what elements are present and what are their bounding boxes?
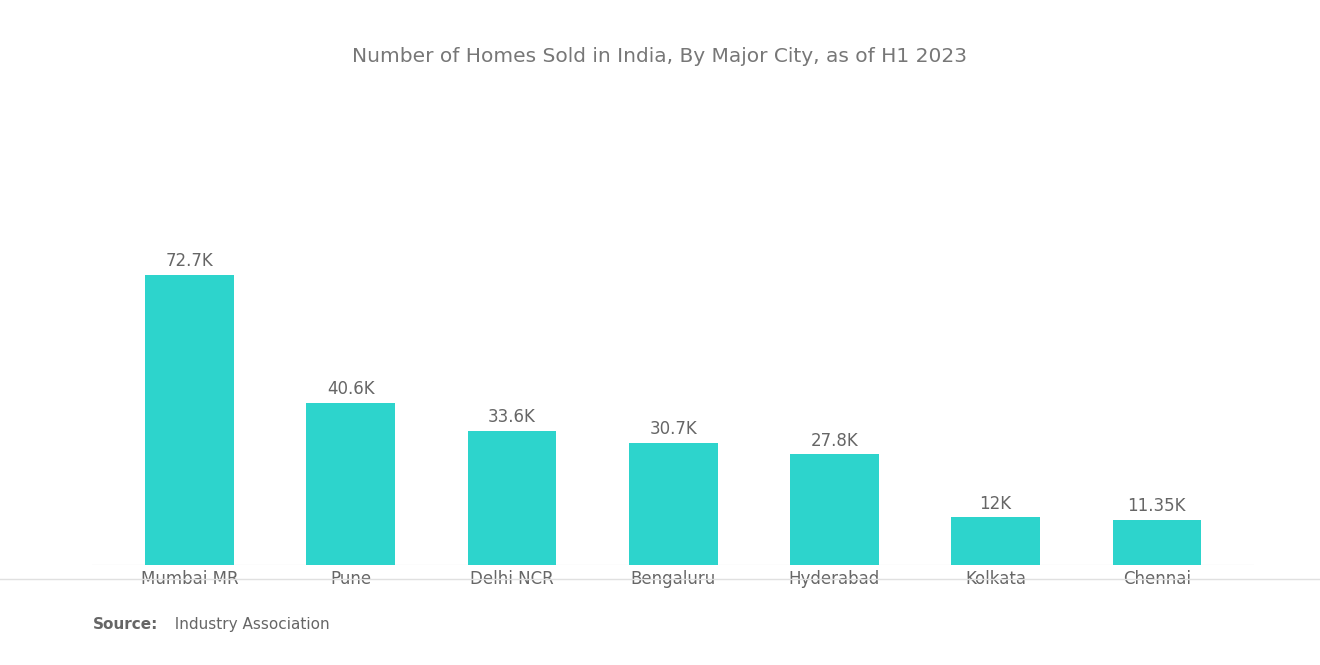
Text: 33.6K: 33.6K <box>488 408 536 426</box>
Bar <box>791 454 879 565</box>
Text: 27.8K: 27.8K <box>810 432 858 450</box>
Text: 30.7K: 30.7K <box>649 420 697 438</box>
Text: 12K: 12K <box>979 495 1011 513</box>
Text: 72.7K: 72.7K <box>166 253 214 271</box>
Text: Industry Association: Industry Association <box>165 616 330 632</box>
Bar <box>306 403 395 565</box>
Bar <box>628 443 718 565</box>
Bar <box>1113 520 1201 565</box>
Bar <box>952 517 1040 565</box>
Text: Source:: Source: <box>92 616 158 632</box>
Bar <box>467 431 556 565</box>
Text: 11.35K: 11.35K <box>1127 497 1187 515</box>
Text: 40.6K: 40.6K <box>327 380 375 398</box>
Text: Number of Homes Sold in India, By Major City, as of H1 2023: Number of Homes Sold in India, By Major … <box>352 47 968 66</box>
Bar <box>145 275 234 565</box>
